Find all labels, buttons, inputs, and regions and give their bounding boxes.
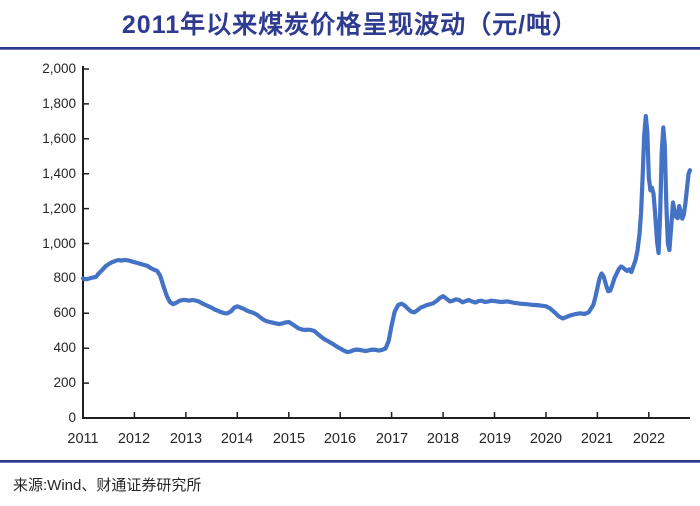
y-tick-label: 800 (53, 270, 76, 285)
x-tick-label: 2016 (323, 431, 357, 447)
footer-rule (0, 460, 700, 463)
y-tick-label: 1,000 (42, 236, 76, 251)
y-tick-label: 1,200 (42, 201, 76, 216)
y-tick-label: 200 (53, 375, 76, 390)
x-tick-label: 2022 (632, 431, 666, 447)
axis-ticks (82, 68, 650, 419)
y-tick-label: 400 (53, 340, 76, 355)
y-tick-label: 1,600 (42, 131, 76, 146)
x-tick-label: 2018 (426, 431, 460, 447)
chart-title: 2011年以来煤炭价格呈现波动（元/吨） (121, 11, 579, 39)
x-tick-label: 2020 (529, 431, 563, 447)
y-tick-label: 1,400 (42, 166, 76, 181)
x-tick-label: 2015 (272, 431, 306, 447)
axis-lines (82, 66, 690, 419)
x-tick-label: 2012 (117, 431, 151, 447)
x-tick-label: 2019 (478, 431, 512, 447)
x-tick-label: 2011 (67, 431, 99, 447)
y-tick-label: 2,000 (42, 61, 76, 76)
y-tick-label: 600 (53, 305, 76, 320)
source-note: 来源:Wind、财通证券研究所 (13, 477, 202, 494)
y-tick-label: 1,800 (42, 96, 76, 111)
x-tick-label: 2014 (220, 431, 254, 447)
x-tick-label: 2017 (375, 431, 409, 447)
y-tick-label: 0 (68, 410, 76, 425)
price-series-line (80, 113, 693, 355)
title-underline-rule (0, 47, 700, 50)
x-tick-label: 2013 (169, 431, 203, 447)
x-tick-label: 2021 (580, 431, 614, 447)
